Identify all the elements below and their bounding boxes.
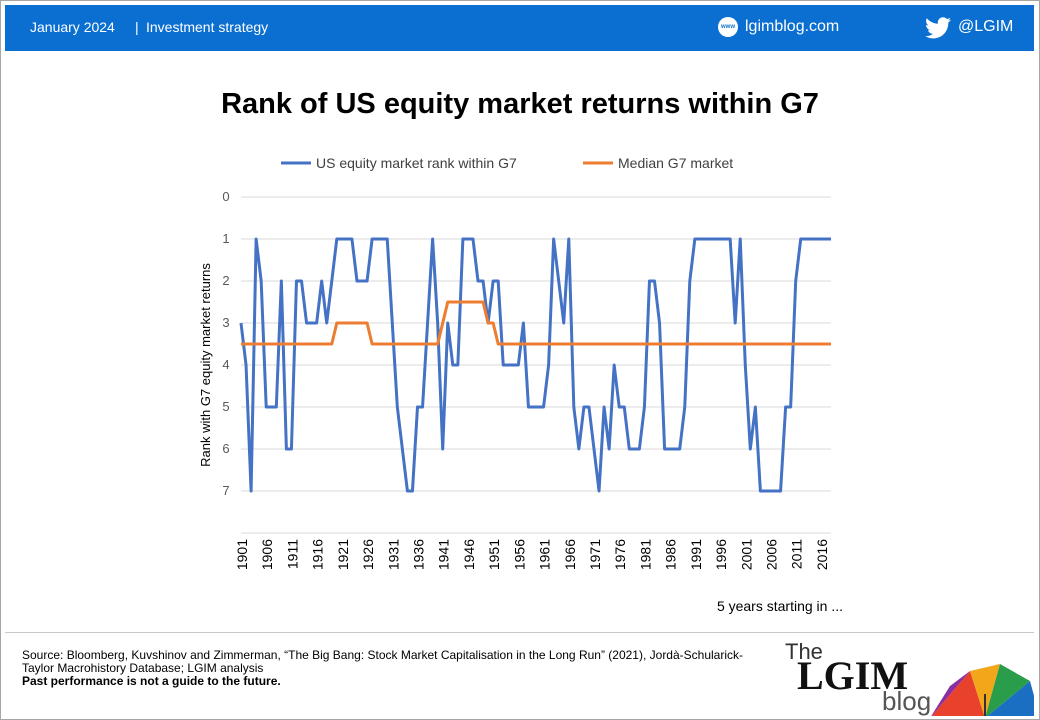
x-tick-label: 2011 bbox=[789, 539, 805, 569]
lgim-blog-logo: The LGIM blog bbox=[780, 636, 1034, 716]
y-tick-label: 7 bbox=[222, 483, 229, 498]
header-date: January 2024 bbox=[30, 19, 115, 35]
x-tick-label: 1986 bbox=[663, 539, 679, 570]
legend-label: US equity market rank within G7 bbox=[316, 155, 517, 171]
logo-blog: blog bbox=[882, 686, 932, 716]
x-tick-label: 1916 bbox=[310, 539, 326, 570]
x-tick-label: 1921 bbox=[335, 539, 351, 570]
x-tick-label: 1931 bbox=[385, 539, 401, 570]
legend-label: Median G7 market bbox=[618, 155, 733, 171]
x-tick-label: 2016 bbox=[814, 539, 830, 570]
line-chart: 0 1 2 3 4 5 6 7 1901 1906 1911 1916 1921 1926 1931 1936… bbox=[198, 155, 843, 614]
x-tick-label: 1971 bbox=[587, 539, 603, 570]
y-axis-title: Rank with G7 equity market returns bbox=[198, 263, 213, 467]
source-note: Source: Bloomberg, Kuvshinov and Zimmerm… bbox=[22, 649, 752, 688]
x-tick-label: 1911 bbox=[284, 539, 300, 569]
x-tick-label: 1976 bbox=[612, 539, 628, 570]
x-tick-label: 2006 bbox=[763, 539, 779, 570]
x-tick-label: 1901 bbox=[234, 539, 250, 570]
disclaimer: Past performance is not a guide to the f… bbox=[22, 674, 281, 688]
x-tick-label: 2001 bbox=[738, 539, 754, 570]
logo-lgim: LGIM bbox=[797, 653, 909, 698]
header-separator: | bbox=[135, 19, 139, 35]
header-bar: January 2024 | Investment strategy www l… bbox=[5, 5, 1034, 51]
footer-divider bbox=[5, 632, 1034, 633]
x-tick-label: 1906 bbox=[259, 539, 275, 570]
x-tick-label: 1936 bbox=[410, 539, 426, 570]
x-tick-label: 1941 bbox=[436, 539, 452, 570]
header-category: Investment strategy bbox=[146, 19, 269, 35]
y-tick-label: 1 bbox=[222, 231, 229, 246]
twitter-handle[interactable]: @LGIM bbox=[958, 18, 1014, 35]
x-tick-label: 1981 bbox=[637, 539, 653, 570]
x-tick-label: 1926 bbox=[360, 539, 376, 570]
source-text: Source: Bloomberg, Kuvshinov and Zimmerm… bbox=[22, 648, 744, 675]
www-icon: www bbox=[718, 17, 738, 37]
y-tick-label: 0 bbox=[222, 189, 229, 204]
x-tick-label: 1951 bbox=[486, 539, 502, 570]
x-axis-title: 5 years starting in ... bbox=[717, 598, 843, 614]
logo-the: The bbox=[785, 639, 823, 664]
y-tick-label: 3 bbox=[222, 315, 229, 330]
x-tick-label: 1946 bbox=[461, 539, 477, 570]
x-tick-label: 1961 bbox=[537, 539, 553, 570]
umbrella-icon bbox=[931, 664, 1034, 716]
website-link[interactable]: lgimblog.com bbox=[745, 18, 840, 35]
x-tick-label: 1991 bbox=[688, 539, 704, 570]
chart-title: Rank of US equity market returns within … bbox=[221, 88, 819, 120]
series-line-us-rank bbox=[239, 237, 831, 493]
y-tick-label: 6 bbox=[222, 441, 229, 456]
y-tick-label: 2 bbox=[222, 273, 229, 288]
x-tick-label: 1956 bbox=[511, 539, 527, 570]
y-tick-label: 4 bbox=[222, 357, 229, 372]
twitter-icon[interactable] bbox=[925, 16, 951, 40]
series-line-median bbox=[241, 300, 831, 346]
y-tick-label: 5 bbox=[222, 399, 229, 414]
x-tick-label: 1966 bbox=[562, 539, 578, 570]
x-tick-label: 1996 bbox=[713, 539, 729, 570]
